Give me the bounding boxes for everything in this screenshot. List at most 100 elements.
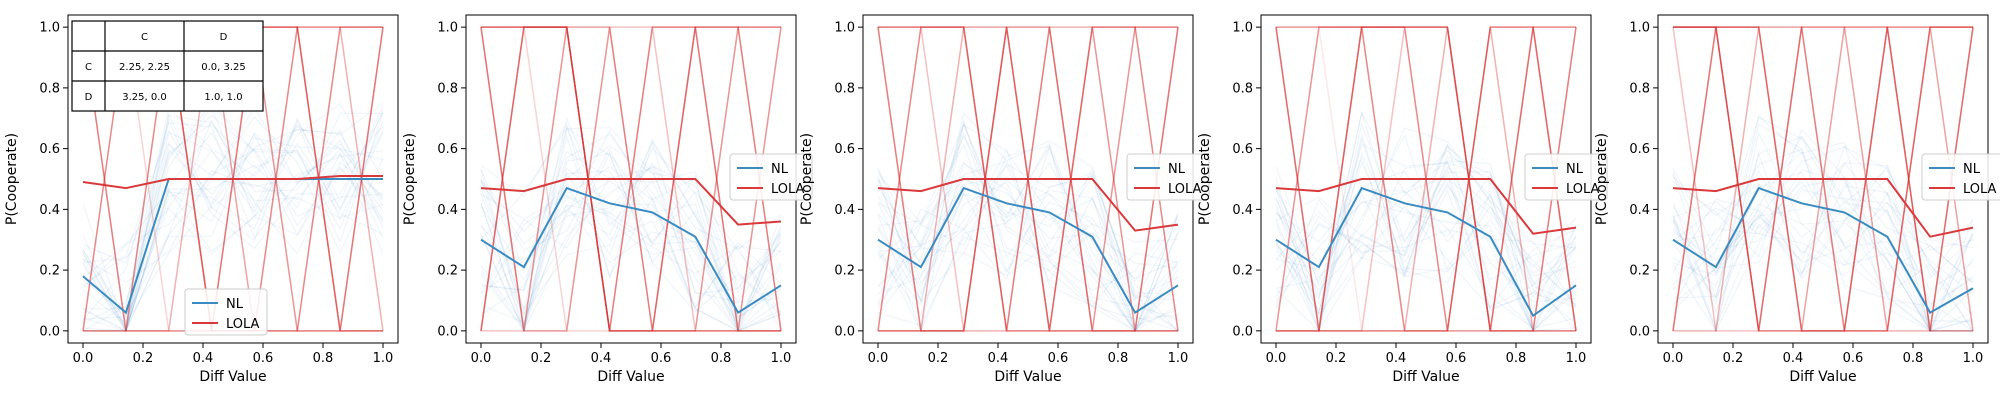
- legend-label-nl: NL: [1168, 162, 1186, 177]
- lola-run-trace: [878, 26, 1179, 332]
- nl-run-trace: [1275, 143, 1577, 330]
- nl-run-trace: [1672, 116, 1974, 323]
- nl-run-trace: [1672, 131, 1974, 334]
- legend-label-nl: NL: [1963, 162, 1981, 177]
- nl-run-trace: [877, 162, 1179, 332]
- y-tick-label: 0.0: [1629, 324, 1650, 339]
- nl-run-trace: [1672, 161, 1974, 329]
- lola-run-trace: [1673, 26, 1973, 332]
- nl-run-trace: [1672, 169, 1974, 276]
- legend-label-lola: LOLA: [226, 317, 260, 332]
- y-tick-label: 1.0: [834, 21, 855, 36]
- nl-run-trace: [480, 196, 782, 281]
- nl-run-trace: [82, 147, 384, 333]
- legend-label-nl: NL: [1566, 162, 1584, 177]
- y-axis-label: P(Cooperate): [4, 133, 20, 225]
- lola-run-trace: [1275, 26, 1577, 332]
- x-tick-label: 1.0: [1566, 351, 1587, 366]
- lola-run-trace: [481, 26, 782, 332]
- nl-run-trace: [82, 118, 384, 317]
- nl-run-trace: [82, 105, 384, 332]
- nl-run-trace: [480, 171, 782, 330]
- nl-run-trace: [877, 176, 1179, 288]
- nl-run-trace: [1672, 169, 1973, 332]
- lola-run-trace: [878, 26, 1178, 332]
- nl-run-trace: [1275, 171, 1577, 311]
- nl-run-trace: [1672, 115, 1974, 332]
- nl-run-trace: [82, 112, 384, 324]
- nl-run-trace: [1275, 143, 1577, 333]
- y-tick-label: 0.8: [39, 81, 60, 96]
- y-tick-label: 0.6: [834, 142, 855, 157]
- nl-run-trace: [877, 122, 1179, 291]
- y-tick-label: 0.2: [39, 264, 60, 279]
- lola-run-trace: [878, 26, 1179, 332]
- legend: NL LOLA: [1126, 153, 1210, 201]
- x-tick-label: 0.8: [1506, 351, 1527, 366]
- nl-run-trace: [1672, 148, 1974, 310]
- nl-run-trace: [82, 105, 384, 320]
- y-tick-label: 0.6: [1629, 142, 1650, 157]
- y-tick-label: 0.8: [1232, 81, 1253, 96]
- lola-run-trace: [877, 26, 1178, 332]
- nl-run-trace: [877, 178, 1179, 269]
- nl-run-trace: [1672, 162, 1974, 291]
- y-tick-label: 0.6: [437, 142, 458, 157]
- x-tick-label: 0.4: [591, 351, 612, 366]
- plot-area: [82, 26, 384, 333]
- nl-run-trace: [480, 145, 782, 333]
- nl-run-trace: [1275, 161, 1577, 285]
- nl-run-trace: [1275, 229, 1577, 332]
- lola-mean-line: [1275, 178, 1577, 235]
- chart-panel-2: 0.0 0.2 0.4 0.6 0.8 1.0 0.0 0.2 0.4 0.6 0.8 1.0 Diff…: [402, 14, 813, 385]
- lola-run-trace: [481, 26, 781, 332]
- nl-run-trace: [1275, 145, 1577, 332]
- nl-run-trace: [480, 147, 782, 333]
- lola-run-trace: [480, 26, 782, 332]
- nl-run-trace: [1275, 198, 1577, 309]
- table-cell: 0.0, 3.25: [201, 62, 246, 73]
- nl-run-trace: [1672, 145, 1974, 333]
- chart-panel-5: 0.0 0.2 0.4 0.6 0.8 1.0 0.0 0.2 0.4 0.6 0.8 1.0 Diff…: [1594, 14, 2000, 385]
- lola-run-trace: [877, 26, 1179, 332]
- nl-run-trace: [877, 121, 1179, 333]
- legend-label-lola: LOLA: [771, 182, 805, 197]
- x-tick-label: 1.0: [1963, 351, 1984, 366]
- legend: NL LOLA: [1524, 153, 1608, 201]
- nl-run-trace: [1672, 151, 1974, 332]
- nl-run-trace: [82, 103, 384, 325]
- nl-run-trace: [480, 165, 782, 332]
- plot-area: [1672, 26, 1974, 334]
- nl-run-trace: [1275, 121, 1577, 333]
- y-tick-label: 0.8: [437, 81, 458, 96]
- nl-run-trace: [877, 181, 1179, 333]
- y-axis-label: P(Cooperate): [799, 133, 815, 225]
- lola-run-trace: [1275, 26, 1577, 332]
- table-cell: 1.0, 1.0: [204, 92, 242, 103]
- lola-run-trace: [1275, 26, 1577, 332]
- nl-run-trace: [877, 111, 1179, 307]
- y-tick-label: 0.4: [1232, 203, 1253, 218]
- nl-run-trace: [480, 162, 782, 271]
- nl-run-trace: [480, 204, 782, 316]
- nl-run-trace: [82, 114, 384, 332]
- nl-run-trace: [480, 134, 782, 333]
- nl-run-trace: [877, 160, 1179, 332]
- legend-label-nl: NL: [771, 162, 789, 177]
- nl-run-trace: [480, 152, 782, 332]
- nl-mean-line: [480, 186, 782, 315]
- lola-run-trace: [1275, 26, 1576, 332]
- nl-run-trace: [1672, 185, 1974, 332]
- lola-mean-line: [82, 175, 383, 190]
- x-tick-label: 0.2: [1326, 351, 1347, 366]
- nl-run-trace: [877, 175, 1179, 332]
- y-tick-label: 0.6: [1232, 142, 1253, 157]
- nl-run-trace: [1275, 170, 1577, 299]
- nl-run-trace: [1672, 123, 1974, 308]
- nl-run-trace: [877, 163, 1179, 311]
- y-axis-label: P(Cooperate): [1594, 133, 1610, 225]
- lola-run-trace: [1673, 26, 1973, 332]
- y-tick-label: 0.2: [834, 264, 855, 279]
- lola-run-trace: [1673, 26, 1973, 332]
